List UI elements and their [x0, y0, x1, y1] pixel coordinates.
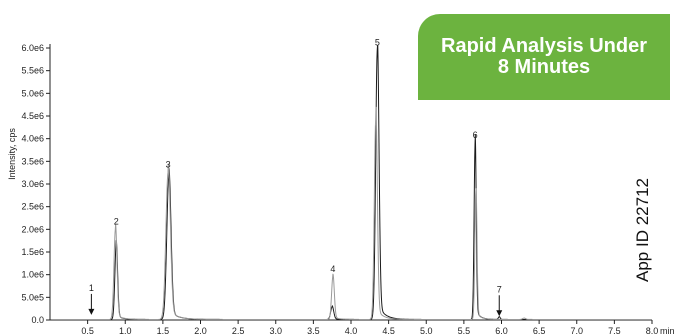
peak-label: 3 — [166, 160, 171, 170]
x-tick-label: 8.0 — [646, 326, 659, 335]
peak-label: 6 — [473, 130, 478, 140]
peak-label: 7 — [497, 284, 502, 294]
y-tick-label: 1.0e6 — [21, 270, 44, 280]
x-unit-label: min — [660, 326, 675, 335]
x-tick-label: 5.5 — [458, 326, 471, 335]
peak-arrow-head — [496, 310, 503, 317]
x-tick-label: 7.0 — [570, 326, 583, 335]
x-tick-label: 3.0 — [269, 326, 282, 335]
x-tick-label: 1.0 — [119, 326, 132, 335]
peak-label: 4 — [330, 264, 335, 274]
y-tick-label: 5.0e6 — [21, 88, 44, 98]
x-tick-label: 2.5 — [232, 326, 245, 335]
app-id-label: App ID 22712 — [633, 178, 652, 282]
y-tick-label: 2.5e6 — [21, 202, 44, 212]
peak-label: 2 — [114, 216, 119, 226]
y-tick-label: 4.5e6 — [21, 111, 44, 121]
y-tick-label: 6.0e6 — [21, 43, 44, 53]
y-tick-label: 0.0 — [31, 315, 44, 325]
y-tick-label: 5.5e6 — [21, 66, 44, 76]
series-trace-2 — [51, 106, 652, 320]
x-tick-label: 4.5 — [382, 326, 395, 335]
x-tick-label: 5.0 — [420, 326, 433, 335]
y-tick-label: 3.0e6 — [21, 179, 44, 189]
y-tick-label: 5.0e5 — [21, 292, 44, 302]
x-tick-label: 1.5 — [157, 326, 170, 335]
peak-label: 5 — [375, 37, 380, 47]
peak-arrow-head — [88, 308, 95, 315]
banner-line-1: Rapid Analysis Under — [441, 35, 647, 57]
x-tick-label: 7.5 — [608, 326, 621, 335]
x-tick-label: 3.5 — [307, 326, 320, 335]
peak-label: 1 — [89, 283, 94, 293]
x-tick-label: 2.0 — [194, 326, 207, 335]
y-tick-label: 3.5e6 — [21, 156, 44, 166]
x-tick-label: 0.5 — [81, 326, 94, 335]
y-axis-title: Intensity, cps — [7, 128, 17, 180]
y-tick-label: 2.0e6 — [21, 224, 44, 234]
x-tick-label: 6.0 — [495, 326, 508, 335]
banner-line-2: 8 Minutes — [497, 56, 591, 78]
y-tick-label: 4.0e6 — [21, 134, 44, 144]
x-tick-label: 6.5 — [533, 326, 546, 335]
x-tick-label: 4.0 — [345, 326, 358, 335]
rapid-analysis-banner: Rapid Analysis Under 8 Minutes — [418, 14, 670, 100]
y-tick-label: 1.5e6 — [21, 247, 44, 257]
